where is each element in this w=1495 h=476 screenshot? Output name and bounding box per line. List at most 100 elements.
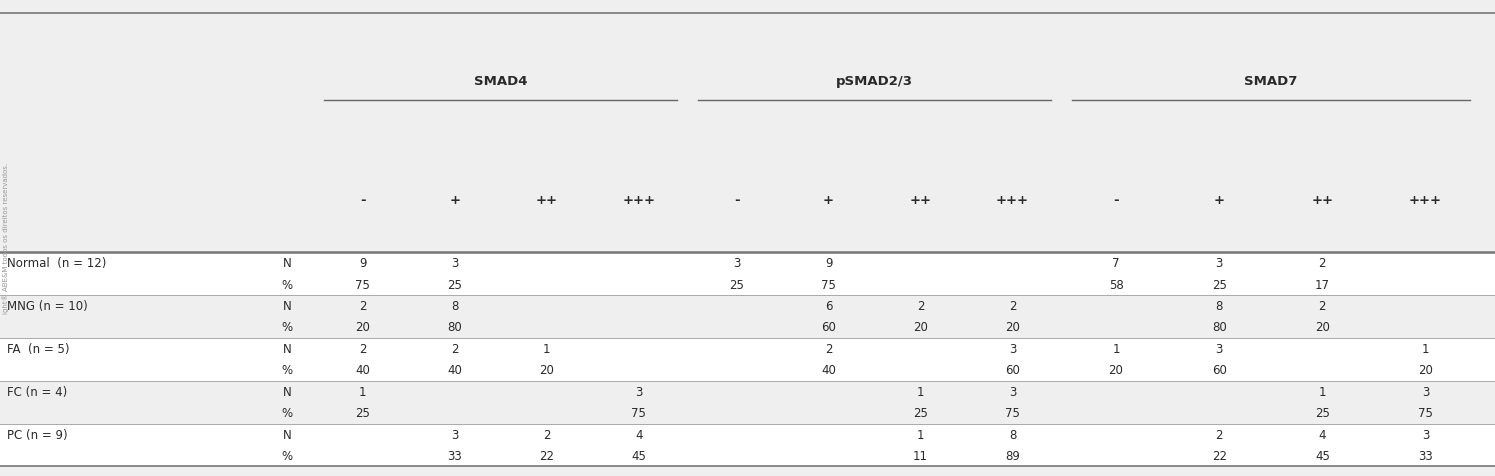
Text: 20: 20: [540, 364, 555, 377]
Text: 8: 8: [451, 299, 459, 312]
Text: SMAD4: SMAD4: [474, 74, 528, 88]
Text: ++: ++: [909, 193, 931, 207]
Text: 2: 2: [916, 299, 924, 312]
Text: +++: +++: [622, 193, 655, 207]
Bar: [0, 445, 1495, 466]
Text: -: -: [360, 193, 366, 207]
Text: N: N: [283, 428, 292, 441]
Text: 40: 40: [356, 364, 371, 377]
Text: 33: 33: [1419, 449, 1432, 462]
Text: 25: 25: [1316, 407, 1329, 419]
Text: 9: 9: [359, 257, 366, 269]
Text: 20: 20: [913, 321, 928, 334]
Text: 2: 2: [825, 342, 833, 355]
Text: 20: 20: [1005, 321, 1020, 334]
Text: N: N: [283, 257, 292, 269]
Text: 3: 3: [1009, 385, 1017, 398]
Text: 3: 3: [733, 257, 740, 269]
Text: N: N: [283, 342, 292, 355]
Text: +: +: [824, 193, 834, 207]
Text: -: -: [734, 193, 740, 207]
Text: +: +: [1214, 193, 1224, 207]
Text: 25: 25: [356, 407, 371, 419]
Text: N: N: [283, 385, 292, 398]
Text: 2: 2: [1319, 299, 1326, 312]
Text: ++: ++: [1311, 193, 1334, 207]
Text: PC (n = 9): PC (n = 9): [7, 428, 69, 441]
Text: 1: 1: [543, 342, 550, 355]
Text: 25: 25: [913, 407, 928, 419]
Text: 17: 17: [1314, 278, 1331, 291]
Bar: [0, 295, 1495, 317]
Text: 45: 45: [631, 449, 646, 462]
Text: 1: 1: [1422, 342, 1429, 355]
Text: 75: 75: [631, 407, 646, 419]
Text: 75: 75: [1419, 407, 1432, 419]
Text: 1: 1: [359, 385, 366, 398]
Text: pSMAD2/3: pSMAD2/3: [836, 74, 913, 88]
Text: 25: 25: [447, 278, 462, 291]
Bar: [0, 274, 1495, 295]
Text: FA  (n = 5): FA (n = 5): [7, 342, 70, 355]
Bar: [0, 338, 1495, 359]
Text: ight® ABE&M todos os direitos reservados.: ight® ABE&M todos os direitos reservados…: [3, 163, 9, 313]
Text: 6: 6: [825, 299, 833, 312]
Text: MNG (n = 10): MNG (n = 10): [7, 299, 88, 312]
Text: 20: 20: [1109, 364, 1123, 377]
Text: 1: 1: [916, 385, 924, 398]
Text: 75: 75: [356, 278, 371, 291]
Text: %: %: [281, 364, 293, 377]
Text: 60: 60: [1005, 364, 1020, 377]
Bar: [0, 252, 1495, 274]
Text: 60: 60: [821, 321, 836, 334]
Text: 25: 25: [730, 278, 745, 291]
Text: FC (n = 4): FC (n = 4): [7, 385, 67, 398]
Text: 22: 22: [1211, 449, 1227, 462]
Text: 1: 1: [1112, 342, 1120, 355]
Text: %: %: [281, 278, 293, 291]
Text: 4: 4: [635, 428, 643, 441]
Text: 89: 89: [1005, 449, 1020, 462]
Text: 22: 22: [540, 449, 555, 462]
Text: 9: 9: [825, 257, 833, 269]
Text: 2: 2: [543, 428, 550, 441]
Text: -: -: [1114, 193, 1118, 207]
Text: 2: 2: [451, 342, 459, 355]
Text: Normal  (n = 12): Normal (n = 12): [7, 257, 106, 269]
Text: 2: 2: [1319, 257, 1326, 269]
Text: 2: 2: [359, 299, 366, 312]
Text: 11: 11: [913, 449, 928, 462]
Bar: [0, 424, 1495, 445]
Text: 20: 20: [1419, 364, 1432, 377]
Text: 60: 60: [1212, 364, 1226, 377]
Text: 8: 8: [1009, 428, 1017, 441]
Bar: [0, 317, 1495, 338]
Text: 75: 75: [821, 278, 836, 291]
Text: +++: +++: [996, 193, 1029, 207]
Text: 40: 40: [821, 364, 836, 377]
Text: +: +: [450, 193, 460, 207]
Text: 8: 8: [1215, 299, 1223, 312]
Text: 3: 3: [1215, 257, 1223, 269]
Text: SMAD7: SMAD7: [1244, 74, 1298, 88]
Text: %: %: [281, 449, 293, 462]
Text: 4: 4: [1319, 428, 1326, 441]
Bar: [0, 14, 1495, 252]
Text: 3: 3: [451, 428, 459, 441]
Text: 3: 3: [451, 257, 459, 269]
Text: 58: 58: [1109, 278, 1123, 291]
Text: N: N: [283, 299, 292, 312]
Text: %: %: [281, 321, 293, 334]
Text: 33: 33: [447, 449, 462, 462]
Text: 1: 1: [1319, 385, 1326, 398]
Text: 3: 3: [1009, 342, 1017, 355]
Text: 7: 7: [1112, 257, 1120, 269]
Text: +++: +++: [1408, 193, 1443, 207]
Text: 2: 2: [1215, 428, 1223, 441]
Text: 80: 80: [447, 321, 462, 334]
Text: 75: 75: [1005, 407, 1020, 419]
Text: 3: 3: [1422, 428, 1429, 441]
Text: 3: 3: [1422, 385, 1429, 398]
Bar: [0, 359, 1495, 381]
Text: 2: 2: [1009, 299, 1017, 312]
